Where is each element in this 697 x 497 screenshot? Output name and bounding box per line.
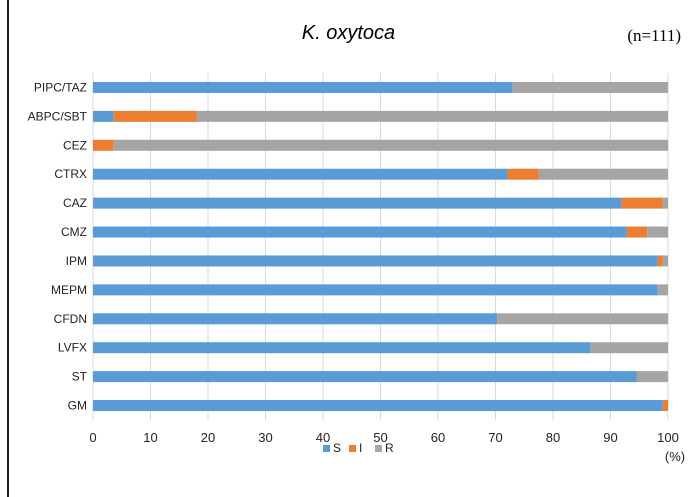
bar-segment-s [93, 400, 663, 412]
x-tick-label: 30 [258, 430, 272, 445]
bar-segment-i [662, 400, 668, 412]
legend-label-r: R [385, 441, 394, 455]
bar-segment-r [497, 313, 668, 325]
bar-segment-s [93, 255, 658, 267]
sample-size-label: (n=111) [627, 26, 681, 45]
bar-segment-i [113, 110, 197, 122]
x-tick-label: 40 [316, 430, 330, 445]
legend-swatch-i [349, 445, 356, 452]
left-border [7, 0, 9, 497]
x-tick-label: 0 [89, 430, 96, 445]
bar-segment-s [93, 110, 114, 122]
bar-segment-i [507, 168, 539, 180]
bar-segment-r [113, 139, 668, 151]
legend-label-s: S [333, 441, 341, 455]
y-tick-label: IPM [66, 254, 87, 268]
y-tick-label: PIPC/TAZ [34, 80, 87, 94]
y-tick-label: CFDN [54, 312, 87, 326]
bar-segment-s [93, 342, 591, 354]
x-tick-label: 70 [488, 430, 502, 445]
bar-segment-i [657, 255, 663, 267]
bar-segment-s [93, 284, 658, 296]
x-tick-label: 100 [657, 430, 679, 445]
y-tick-label: LVFX [58, 341, 87, 355]
bar-segment-r [647, 226, 668, 238]
y-tick-label: CTRX [54, 167, 87, 181]
bar-segment-s [93, 371, 637, 383]
y-tick-label: CMZ [61, 225, 87, 239]
legend-swatch-s [323, 445, 330, 452]
bar-segment-r [662, 255, 668, 267]
bar-segment-r [657, 284, 668, 296]
bar-segment-r [538, 168, 668, 180]
x-tick-label: 90 [603, 430, 617, 445]
x-tick-label: 10 [143, 430, 157, 445]
bar-segment-s [93, 226, 627, 238]
x-tick-label: 60 [431, 430, 445, 445]
legend-swatch-r [375, 445, 382, 452]
bar-segment-r [512, 81, 668, 93]
chart-title: K. oxytoca [301, 22, 396, 44]
y-tick-label: CEZ [63, 138, 87, 152]
x-tick-label: 80 [546, 430, 560, 445]
x-axis-unit: (%) [665, 449, 685, 464]
x-tick-label: 20 [201, 430, 215, 445]
x-tick-label: 50 [373, 430, 387, 445]
bar-segment-s [93, 313, 498, 325]
bar-segment-r [196, 110, 668, 122]
bar-segment-i [621, 197, 663, 209]
y-tick-label: GM [68, 399, 87, 413]
legend-label-i: I [359, 441, 362, 455]
bar-segment-r [590, 342, 668, 354]
bar-segment-s [93, 168, 508, 180]
y-tick-label: ST [72, 370, 88, 384]
bar-segment-r [636, 371, 668, 383]
bar-segment-s [93, 197, 622, 209]
bar-segment-s [93, 81, 513, 93]
y-tick-label: ABPC/SBT [28, 109, 88, 123]
bar-segment-i [626, 226, 648, 238]
bar-segment-i [93, 139, 114, 151]
y-tick-label: CAZ [63, 196, 87, 210]
bar-segment-r [662, 197, 668, 209]
y-tick-label: MEPM [51, 283, 87, 297]
